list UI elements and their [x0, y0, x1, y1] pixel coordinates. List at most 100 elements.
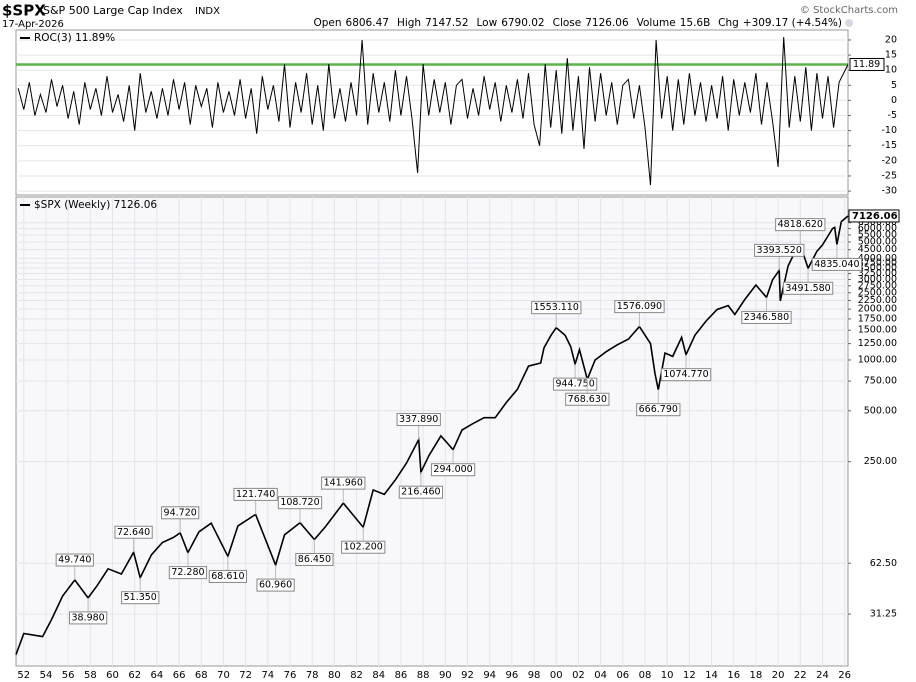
- y-tick-label: 3750.00: [858, 258, 897, 269]
- annotation-label: 1576.090: [617, 301, 662, 312]
- annotation-label: 337.890: [399, 414, 438, 425]
- price-panel: [15, 196, 849, 667]
- x-tick-label: 68: [195, 670, 208, 681]
- y-tick-label: -15: [881, 140, 897, 151]
- x-tick-label: 88: [417, 670, 430, 681]
- x-tick-label: 94: [483, 670, 496, 681]
- roc-panel: [15, 29, 849, 196]
- annotation-label: 2346.580: [744, 312, 789, 323]
- x-tick-label: 04: [594, 670, 607, 681]
- x-tick-label: 54: [40, 670, 53, 681]
- x-tick-label: 72: [239, 670, 252, 681]
- annotation-box: [614, 300, 665, 314]
- x-tick-label: 22: [794, 670, 807, 681]
- annotation-label: 141.960: [324, 478, 363, 489]
- annotation-label: 4835.040: [814, 259, 859, 270]
- y-tick-label: -10: [881, 125, 897, 136]
- y-tick-label: 3000.00: [858, 274, 897, 285]
- quote-label: Close: [553, 17, 582, 29]
- symbol: $SPX: [2, 2, 46, 20]
- annotation-label: 49.740: [58, 555, 91, 566]
- x-tick-label: 86: [395, 670, 408, 681]
- x-tick-label: 84: [372, 670, 385, 681]
- quote-label: Volume: [637, 17, 676, 29]
- y-tick-label: 1500.00: [858, 325, 897, 336]
- annotation-label: 4818.620: [778, 219, 823, 230]
- annotation-box: [114, 525, 153, 539]
- annotation-box: [811, 257, 863, 271]
- quote-value: 7126.06: [585, 17, 629, 29]
- annotation-label: 3491.580: [785, 283, 830, 294]
- annotation-label: 72.640: [117, 527, 150, 538]
- x-tick-label: 66: [173, 670, 186, 681]
- x-tick-label: 12: [683, 670, 696, 681]
- annotation-label: 666.790: [639, 404, 678, 415]
- quote-value: 6806.47: [346, 17, 389, 29]
- annotation-label: 102.200: [344, 542, 383, 553]
- x-tick-label: 96: [506, 670, 519, 681]
- y-tick-label: -5: [888, 110, 897, 121]
- annotation-box: [741, 310, 792, 324]
- y-tick-label: 15: [885, 50, 897, 61]
- y-tick-label: -20: [881, 155, 897, 166]
- x-tick-label: 20: [772, 670, 785, 681]
- annotation-box: [398, 485, 444, 499]
- annotation-box: [168, 566, 208, 580]
- quote-value: 6790.02: [501, 17, 544, 29]
- quote-label: Open: [313, 17, 341, 29]
- annotation-label: 121.740: [236, 489, 275, 500]
- annotation-label: 944.750: [555, 379, 594, 390]
- quote-icon[interactable]: [845, 19, 853, 27]
- annotation-box: [430, 463, 476, 477]
- annotation-label: 1553.110: [534, 302, 579, 313]
- y-tick-label: 2250.00: [858, 295, 897, 306]
- quote-label: High: [397, 17, 421, 29]
- x-tick-label: 82: [350, 670, 363, 681]
- annotation-box: [782, 281, 834, 295]
- annotation-label: 1074.770: [663, 369, 708, 380]
- annotation-label: 216.460: [401, 487, 440, 498]
- x-tick-label: 18: [750, 670, 763, 681]
- annotation-label: 94.720: [164, 507, 197, 518]
- y-tick-label: 62.50: [870, 558, 897, 569]
- x-tick-label: 14: [705, 670, 718, 681]
- y-tick-label: 1000.00: [858, 354, 897, 365]
- annotation-box: [341, 540, 386, 554]
- quote-value: +309.17 (+4.54%): [743, 17, 842, 29]
- y-tick-label: 2500.00: [858, 287, 897, 298]
- y-tick-label: 6000.00: [858, 223, 897, 234]
- annotation-box: [208, 569, 248, 583]
- annotation-box: [277, 496, 323, 510]
- x-tick-label: 00: [550, 670, 563, 681]
- annotation-box: [775, 218, 826, 232]
- annotation-label: 3393.520: [757, 245, 802, 256]
- x-tick-label: 10: [661, 670, 674, 681]
- y-tick-label: 2750.00: [858, 280, 897, 291]
- annotation-label: 51.350: [124, 592, 157, 603]
- y-tick-label: 10: [885, 65, 897, 76]
- annotation-box: [295, 552, 334, 566]
- quote-value: 7147.52: [425, 17, 468, 29]
- y-tick-label: 3500.00: [858, 263, 897, 274]
- x-tick-label: 08: [639, 670, 652, 681]
- annotation-label: 68.610: [211, 571, 244, 582]
- x-tick-label: 74: [261, 670, 274, 681]
- quote-value: 15.6B: [680, 17, 710, 29]
- y-tick-label: -25: [881, 170, 897, 181]
- y-tick-label: 5: [891, 80, 897, 91]
- x-tick-label: 90: [439, 670, 452, 681]
- x-tick-label: 70: [217, 670, 230, 681]
- x-tick-label: 78: [306, 670, 319, 681]
- x-tick-label: 60: [106, 670, 119, 681]
- date: 17-Apr-2026: [2, 19, 64, 30]
- annotation-label: 38.980: [71, 612, 104, 623]
- annotation-label: 86.450: [298, 554, 331, 565]
- x-tick-label: 16: [727, 670, 740, 681]
- quote-line: Open 6806.47 High 7147.52 Low 6790.02 Close 712…: [313, 17, 842, 29]
- y-tick-label: 3250.00: [858, 268, 897, 279]
- security-name: S&P 500 Large Cap Index: [43, 4, 183, 17]
- annotation-box: [396, 413, 441, 427]
- annotation-box: [660, 368, 712, 382]
- legend-label: $SPX (Weekly) 7126.06: [34, 199, 157, 211]
- y-tick-label: 1250.00: [858, 338, 897, 349]
